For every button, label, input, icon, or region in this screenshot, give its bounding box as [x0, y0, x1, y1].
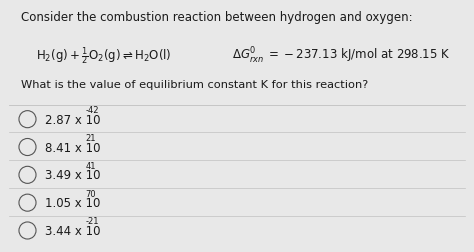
Text: -42: -42 — [85, 106, 99, 115]
Text: 8.41 x 10: 8.41 x 10 — [45, 141, 100, 154]
Text: 2.87 x 10: 2.87 x 10 — [45, 113, 100, 126]
Text: What is the value of equilibrium constant K for this reaction?: What is the value of equilibrium constan… — [21, 79, 369, 89]
Text: 41: 41 — [85, 161, 96, 170]
Text: 21: 21 — [85, 133, 96, 142]
Text: $\Delta G^0_{rxn}$ $= -237.13\ \mathrm{kJ/mol\ at\ 298.15\ K}$: $\Delta G^0_{rxn}$ $= -237.13\ \mathrm{k… — [232, 45, 451, 65]
Text: 3.44 x 10: 3.44 x 10 — [45, 224, 100, 237]
Text: 70: 70 — [85, 189, 96, 198]
Text: 1.05 x 10: 1.05 x 10 — [45, 196, 100, 209]
Text: Consider the combustion reaction between hydrogen and oxygen:: Consider the combustion reaction between… — [21, 11, 413, 24]
Text: -21: -21 — [85, 216, 99, 226]
Text: $\mathrm{H_2(g) + \frac{1}{2}O_2(g) \rightleftharpoons H_2O(l)}$: $\mathrm{H_2(g) + \frac{1}{2}O_2(g) \rig… — [36, 45, 171, 67]
Text: 3.49 x 10: 3.49 x 10 — [45, 169, 100, 182]
